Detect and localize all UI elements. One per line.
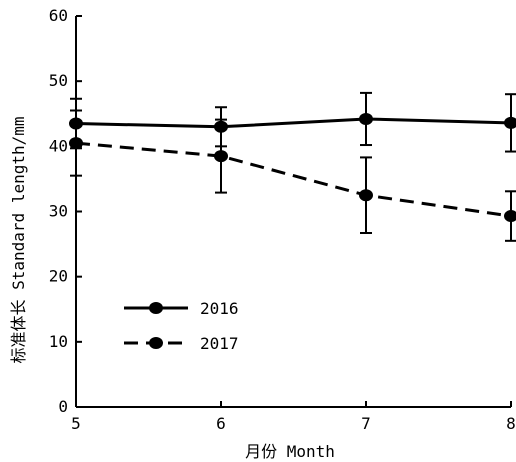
data-point — [214, 150, 228, 163]
legend-item-2017: 2017 — [124, 334, 239, 353]
x-tick-label: 8 — [506, 414, 516, 433]
x-tick-label: 7 — [361, 414, 371, 433]
series-line-2016 — [75, 117, 512, 129]
series-line-2017 — [75, 141, 512, 218]
data-point — [359, 189, 373, 202]
series-2016 — [69, 91, 516, 153]
y-tick-label: 60 — [49, 6, 68, 25]
y-tick-label: 30 — [49, 202, 68, 221]
y-tick-label: 40 — [49, 136, 68, 155]
y-tick-label: 50 — [49, 71, 68, 90]
x-tick-label: 5 — [71, 414, 81, 433]
y-axis-title: 标准体长 Standard length/mm — [9, 116, 28, 363]
legend-marker — [149, 337, 163, 349]
x-axis-title: 月份 Month — [245, 442, 335, 461]
data-point — [504, 210, 516, 223]
legend-label: 2016 — [200, 299, 239, 318]
y-tick-label: 0 — [58, 397, 68, 416]
legend: 2016 2017 — [124, 299, 239, 353]
y-tick-label: 10 — [49, 332, 68, 351]
axes: 0 10 20 30 40 50 60 5 6 7 8 — [49, 6, 516, 433]
y-tick-label: 20 — [49, 267, 68, 286]
legend-label: 2017 — [200, 334, 239, 353]
series-2017 — [69, 109, 516, 242]
data-point — [504, 116, 516, 129]
data-point — [359, 112, 373, 125]
series-layer — [69, 91, 516, 242]
data-point — [69, 137, 83, 150]
legend-marker — [149, 302, 163, 314]
x-tick-label: 6 — [216, 414, 226, 433]
legend-item-2016: 2016 — [124, 299, 239, 318]
